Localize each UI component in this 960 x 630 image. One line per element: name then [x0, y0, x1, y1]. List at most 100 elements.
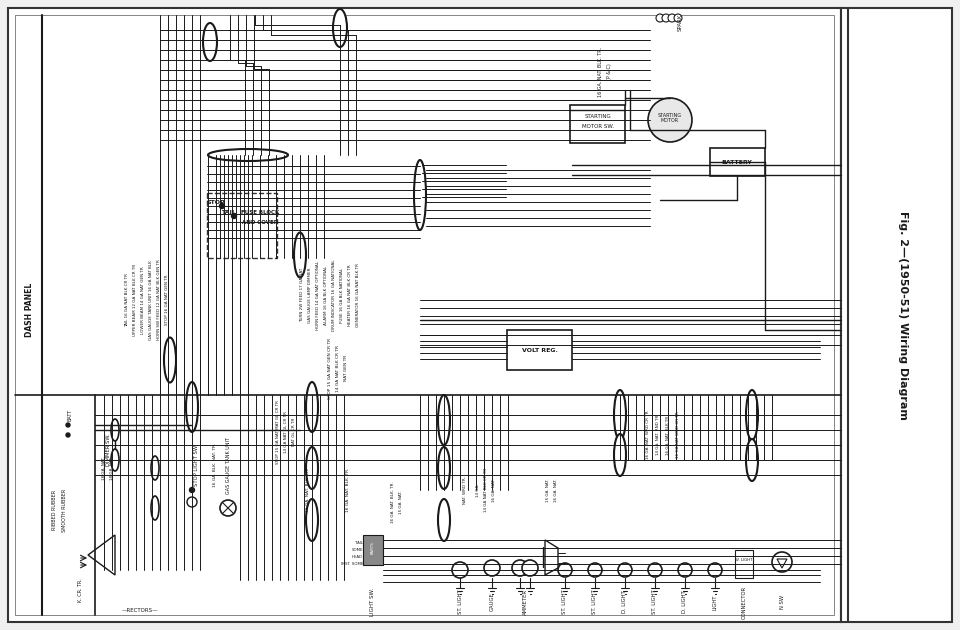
Text: K. CR. TR.: K. CR. TR.	[78, 578, 83, 602]
Text: Fig. 2—(1950-51) Wiring Diagram: Fig. 2—(1950-51) Wiring Diagram	[898, 210, 908, 420]
Circle shape	[678, 563, 692, 577]
Text: TAIL: TAIL	[355, 541, 363, 545]
Text: GENERATOR 16 GA NAT BLK TR: GENERATOR 16 GA NAT BLK TR	[356, 263, 360, 327]
Circle shape	[648, 98, 692, 142]
Text: NAT. WRD TR.: NAT. WRD TR.	[463, 476, 467, 504]
Text: 16 GA. NAT.: 16 GA. NAT.	[554, 478, 558, 502]
Text: AMMETER: AMMETER	[522, 589, 527, 615]
Circle shape	[674, 14, 682, 22]
Circle shape	[772, 552, 792, 572]
Text: PARTS: PARTS	[371, 542, 375, 554]
Text: 16 GA. NAT. BLK. TR.: 16 GA. NAT. BLK. TR.	[346, 468, 350, 512]
Ellipse shape	[164, 338, 176, 382]
Ellipse shape	[208, 149, 288, 161]
Text: TAIL 16 GA NAT BLK CR TR: TAIL 16 GA NAT BLK CR TR	[125, 273, 129, 327]
Circle shape	[522, 560, 538, 576]
Text: 16 GA. NAT.: 16 GA. NAT.	[492, 478, 496, 502]
Text: ST. LIGHT: ST. LIGHT	[653, 590, 658, 614]
Text: W. LIGHT: W. LIGHT	[735, 558, 753, 562]
Text: UPPER BEAM 12 GA NAT BLK CR TR: UPPER BEAM 12 GA NAT BLK CR TR	[133, 264, 137, 336]
Text: FUSE BLOCK: FUSE BLOCK	[241, 210, 279, 215]
Bar	[735, 550, 753, 578]
Text: STARTING
MOTOR: STARTING MOTOR	[658, 113, 682, 123]
Bar	[8, 8, 841, 622]
Circle shape	[220, 500, 236, 516]
Text: SPARK: SPARK	[678, 13, 683, 31]
Text: STOP 16 GA NAT GEN TR: STOP 16 GA NAT GEN TR	[165, 275, 169, 325]
Bar	[15, 15, 834, 615]
Text: CONNECTOR: CONNECTOR	[741, 585, 747, 619]
Text: 16 GA. NAT. BLK. TR.: 16 GA. NAT. BLK. TR.	[597, 47, 603, 97]
Circle shape	[231, 214, 236, 219]
Text: 16 GA NAT WRD CR TR: 16 GA NAT WRD CR TR	[676, 411, 680, 459]
Text: STARTING: STARTING	[585, 115, 612, 120]
Text: ST. LIGHT: ST. LIGHT	[458, 590, 463, 614]
Ellipse shape	[746, 390, 758, 440]
Ellipse shape	[151, 456, 159, 480]
Ellipse shape	[111, 449, 119, 471]
Text: BATT: BATT	[67, 409, 73, 421]
Text: NAT GEN TR: NAT GEN TR	[344, 355, 348, 381]
Ellipse shape	[438, 395, 450, 445]
Circle shape	[668, 14, 676, 22]
Text: STOP LIGHT SW.: STOP LIGHT SW.	[195, 444, 200, 486]
Ellipse shape	[111, 419, 119, 441]
Text: LOWER BEAM 14 GA NAT GEN TR: LOWER BEAM 14 GA NAT GEN TR	[141, 266, 145, 334]
Text: DRUM INDICATOR 16 GA NATIONAL: DRUM INDICATOR 16 GA NATIONAL	[332, 259, 336, 331]
Text: 16 GA. NAT. BLK. TR.: 16 GA. NAT. BLK. TR.	[391, 481, 395, 523]
Text: RIBBED RUBBER: RIBBED RUBBER	[53, 490, 58, 530]
Text: —RECTORS—: —RECTORS—	[122, 607, 158, 612]
Text: HEAD: HEAD	[352, 555, 363, 559]
Ellipse shape	[438, 447, 450, 489]
Text: INST. SOME: INST. SOME	[341, 562, 363, 566]
Circle shape	[708, 563, 722, 577]
Text: BATTERY: BATTERY	[722, 159, 753, 164]
Circle shape	[512, 560, 528, 576]
Text: 14 GA.: 14 GA.	[476, 483, 480, 496]
Text: STOP 15 GA NAT MAT GL CR TR: STOP 15 GA NAT MAT GL CR TR	[276, 400, 280, 464]
Circle shape	[588, 563, 602, 577]
Bar	[841, 8, 952, 622]
Ellipse shape	[746, 439, 758, 481]
Text: SMOOTH RUBBER: SMOOTH RUBBER	[62, 488, 67, 532]
Text: LIGHT SW.: LIGHT SW.	[371, 588, 375, 616]
Ellipse shape	[614, 390, 626, 440]
Text: TAIL: TAIL	[221, 210, 235, 214]
Text: ST. LIGHT: ST. LIGHT	[563, 590, 567, 614]
Bar	[570, 105, 625, 143]
Text: VOLT REG.: VOLT REG.	[522, 348, 558, 353]
Circle shape	[662, 14, 670, 22]
Text: 18 GA. NAT.: 18 GA. NAT.	[102, 456, 106, 480]
Text: NAT GL CR TR: NAT GL CR TR	[292, 418, 296, 446]
Text: FUSE 16 GA BLK NATIONAL: FUSE 16 GA BLK NATIONAL	[340, 268, 344, 323]
Ellipse shape	[306, 382, 318, 432]
Text: MOTOR SW.: MOTOR SW.	[582, 123, 614, 129]
Ellipse shape	[333, 9, 347, 47]
Text: STOP: STOP	[206, 200, 226, 205]
Text: DIMMER SW.: DIMMER SW.	[106, 433, 110, 466]
Circle shape	[452, 562, 468, 578]
Circle shape	[656, 14, 664, 22]
Ellipse shape	[151, 496, 159, 520]
Circle shape	[484, 560, 500, 576]
Ellipse shape	[414, 160, 426, 230]
Circle shape	[558, 563, 572, 577]
Text: 14 GA NAT BLK CR TR: 14 GA NAT BLK CR TR	[336, 345, 340, 391]
Text: 16 GA. BLK. NAT. TR.: 16 GA. BLK. NAT. TR.	[213, 443, 217, 487]
Circle shape	[618, 563, 632, 577]
Text: HEATER 16 GA NAT BLK CR TR: HEATER 16 GA NAT BLK CR TR	[348, 264, 352, 326]
Text: D. LIGHT: D. LIGHT	[683, 591, 687, 614]
Text: D. LIGHT: D. LIGHT	[622, 591, 628, 614]
Text: 18 GA. NAT.: 18 GA. NAT.	[110, 456, 114, 480]
Text: N SW: N SW	[780, 595, 784, 609]
Text: HORN FEED 14 GA NAT OPTIONAL: HORN FEED 14 GA NAT OPTIONAL	[316, 260, 320, 329]
Text: SOME: SOME	[351, 548, 363, 552]
Text: (P & C): (P & C)	[608, 64, 612, 81]
Text: STOP 15 GA NAT GEN CR TR: STOP 15 GA NAT GEN CR TR	[328, 338, 332, 399]
Text: 14 GA NAT GL CR TR: 14 GA NAT GL CR TR	[284, 411, 288, 453]
Bar	[710, 148, 765, 176]
Circle shape	[648, 563, 662, 577]
Text: 14 GA NAT BLK CR TR: 14 GA NAT BLK CR TR	[484, 468, 488, 512]
Text: GAS GAUGE TANK UNIT 16 GA NAT BLK: GAS GAUGE TANK UNIT 16 GA NAT BLK	[149, 260, 153, 340]
Text: 15 GA. NAT.: 15 GA. NAT.	[399, 490, 403, 514]
